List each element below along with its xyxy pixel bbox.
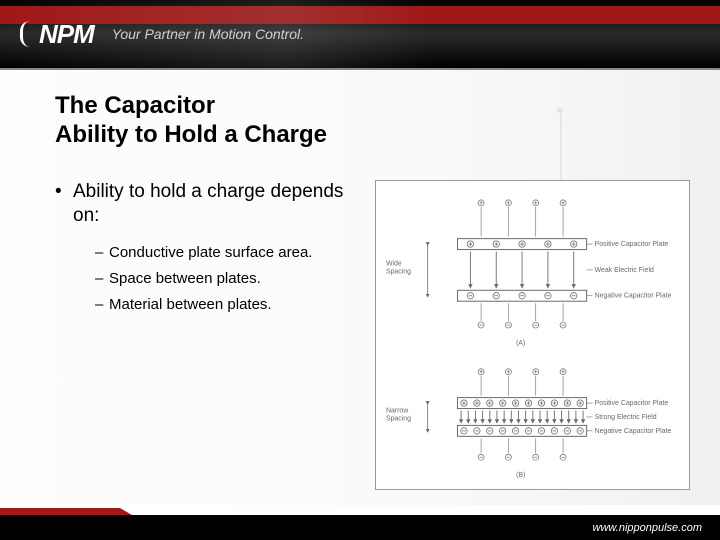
- sub-item: Conductive plate surface area.: [95, 243, 355, 263]
- svg-text:Positive Capacitor Plate: Positive Capacitor Plate: [595, 241, 669, 248]
- logo-block: NPM Your Partner in Motion Control.: [20, 19, 304, 50]
- sub-bullet-list: Conductive plate surface area. Space bet…: [55, 243, 355, 316]
- tagline-text: Your Partner in Motion Control.: [112, 26, 304, 42]
- svg-text:Weak Electric Field: Weak Electric Field: [595, 267, 654, 274]
- text-column: Ability to hold a charge depends on: Con…: [55, 180, 355, 490]
- footer-red-accent: [0, 508, 120, 515]
- body-row: Ability to hold a charge depends on: Con…: [55, 180, 720, 490]
- svg-text:Strong Electric Field: Strong Electric Field: [595, 414, 657, 421]
- footer-curve-icon: [120, 508, 132, 515]
- title-line-2: Ability to Hold a Charge: [55, 121, 327, 148]
- svg-text:Narrow: Narrow: [386, 407, 409, 414]
- title-line-1: The Capacitor: [55, 92, 215, 119]
- logo-text: NPM: [39, 19, 94, 50]
- svg-text:Negative Capacitor Plate: Negative Capacitor Plate: [595, 292, 672, 299]
- diagram-svg: WideSpacingPositive Capacitor PlateWeak …: [376, 181, 689, 489]
- svg-text:Wide: Wide: [386, 260, 402, 267]
- svg-text:Positive Capacitor Plate: Positive Capacitor Plate: [595, 400, 669, 407]
- footer-url: www.nipponpulse.com: [593, 522, 702, 534]
- svg-text:Spacing: Spacing: [386, 415, 411, 422]
- svg-text:(B): (B): [516, 472, 525, 479]
- slide-content: The Capacitor Ability to Hold a Charge A…: [0, 70, 720, 505]
- slide-header: NPM Your Partner in Motion Control.: [0, 0, 720, 70]
- slide-footer: www.nipponpulse.com: [0, 515, 720, 540]
- capacitor-diagram: WideSpacingPositive Capacitor PlateWeak …: [375, 180, 690, 490]
- svg-text:Spacing: Spacing: [386, 268, 411, 275]
- sub-item: Material between plates.: [95, 295, 355, 315]
- sub-item: Space between plates.: [95, 269, 355, 289]
- logo-curve-icon: [20, 21, 36, 47]
- main-bullet: Ability to hold a charge depends on:: [55, 180, 355, 229]
- svg-text:Negative Capacitor Plate: Negative Capacitor Plate: [595, 427, 672, 434]
- slide-title: The Capacitor Ability to Hold a Charge: [55, 92, 720, 150]
- svg-text:(A): (A): [516, 340, 525, 347]
- npm-logo: NPM: [20, 19, 94, 50]
